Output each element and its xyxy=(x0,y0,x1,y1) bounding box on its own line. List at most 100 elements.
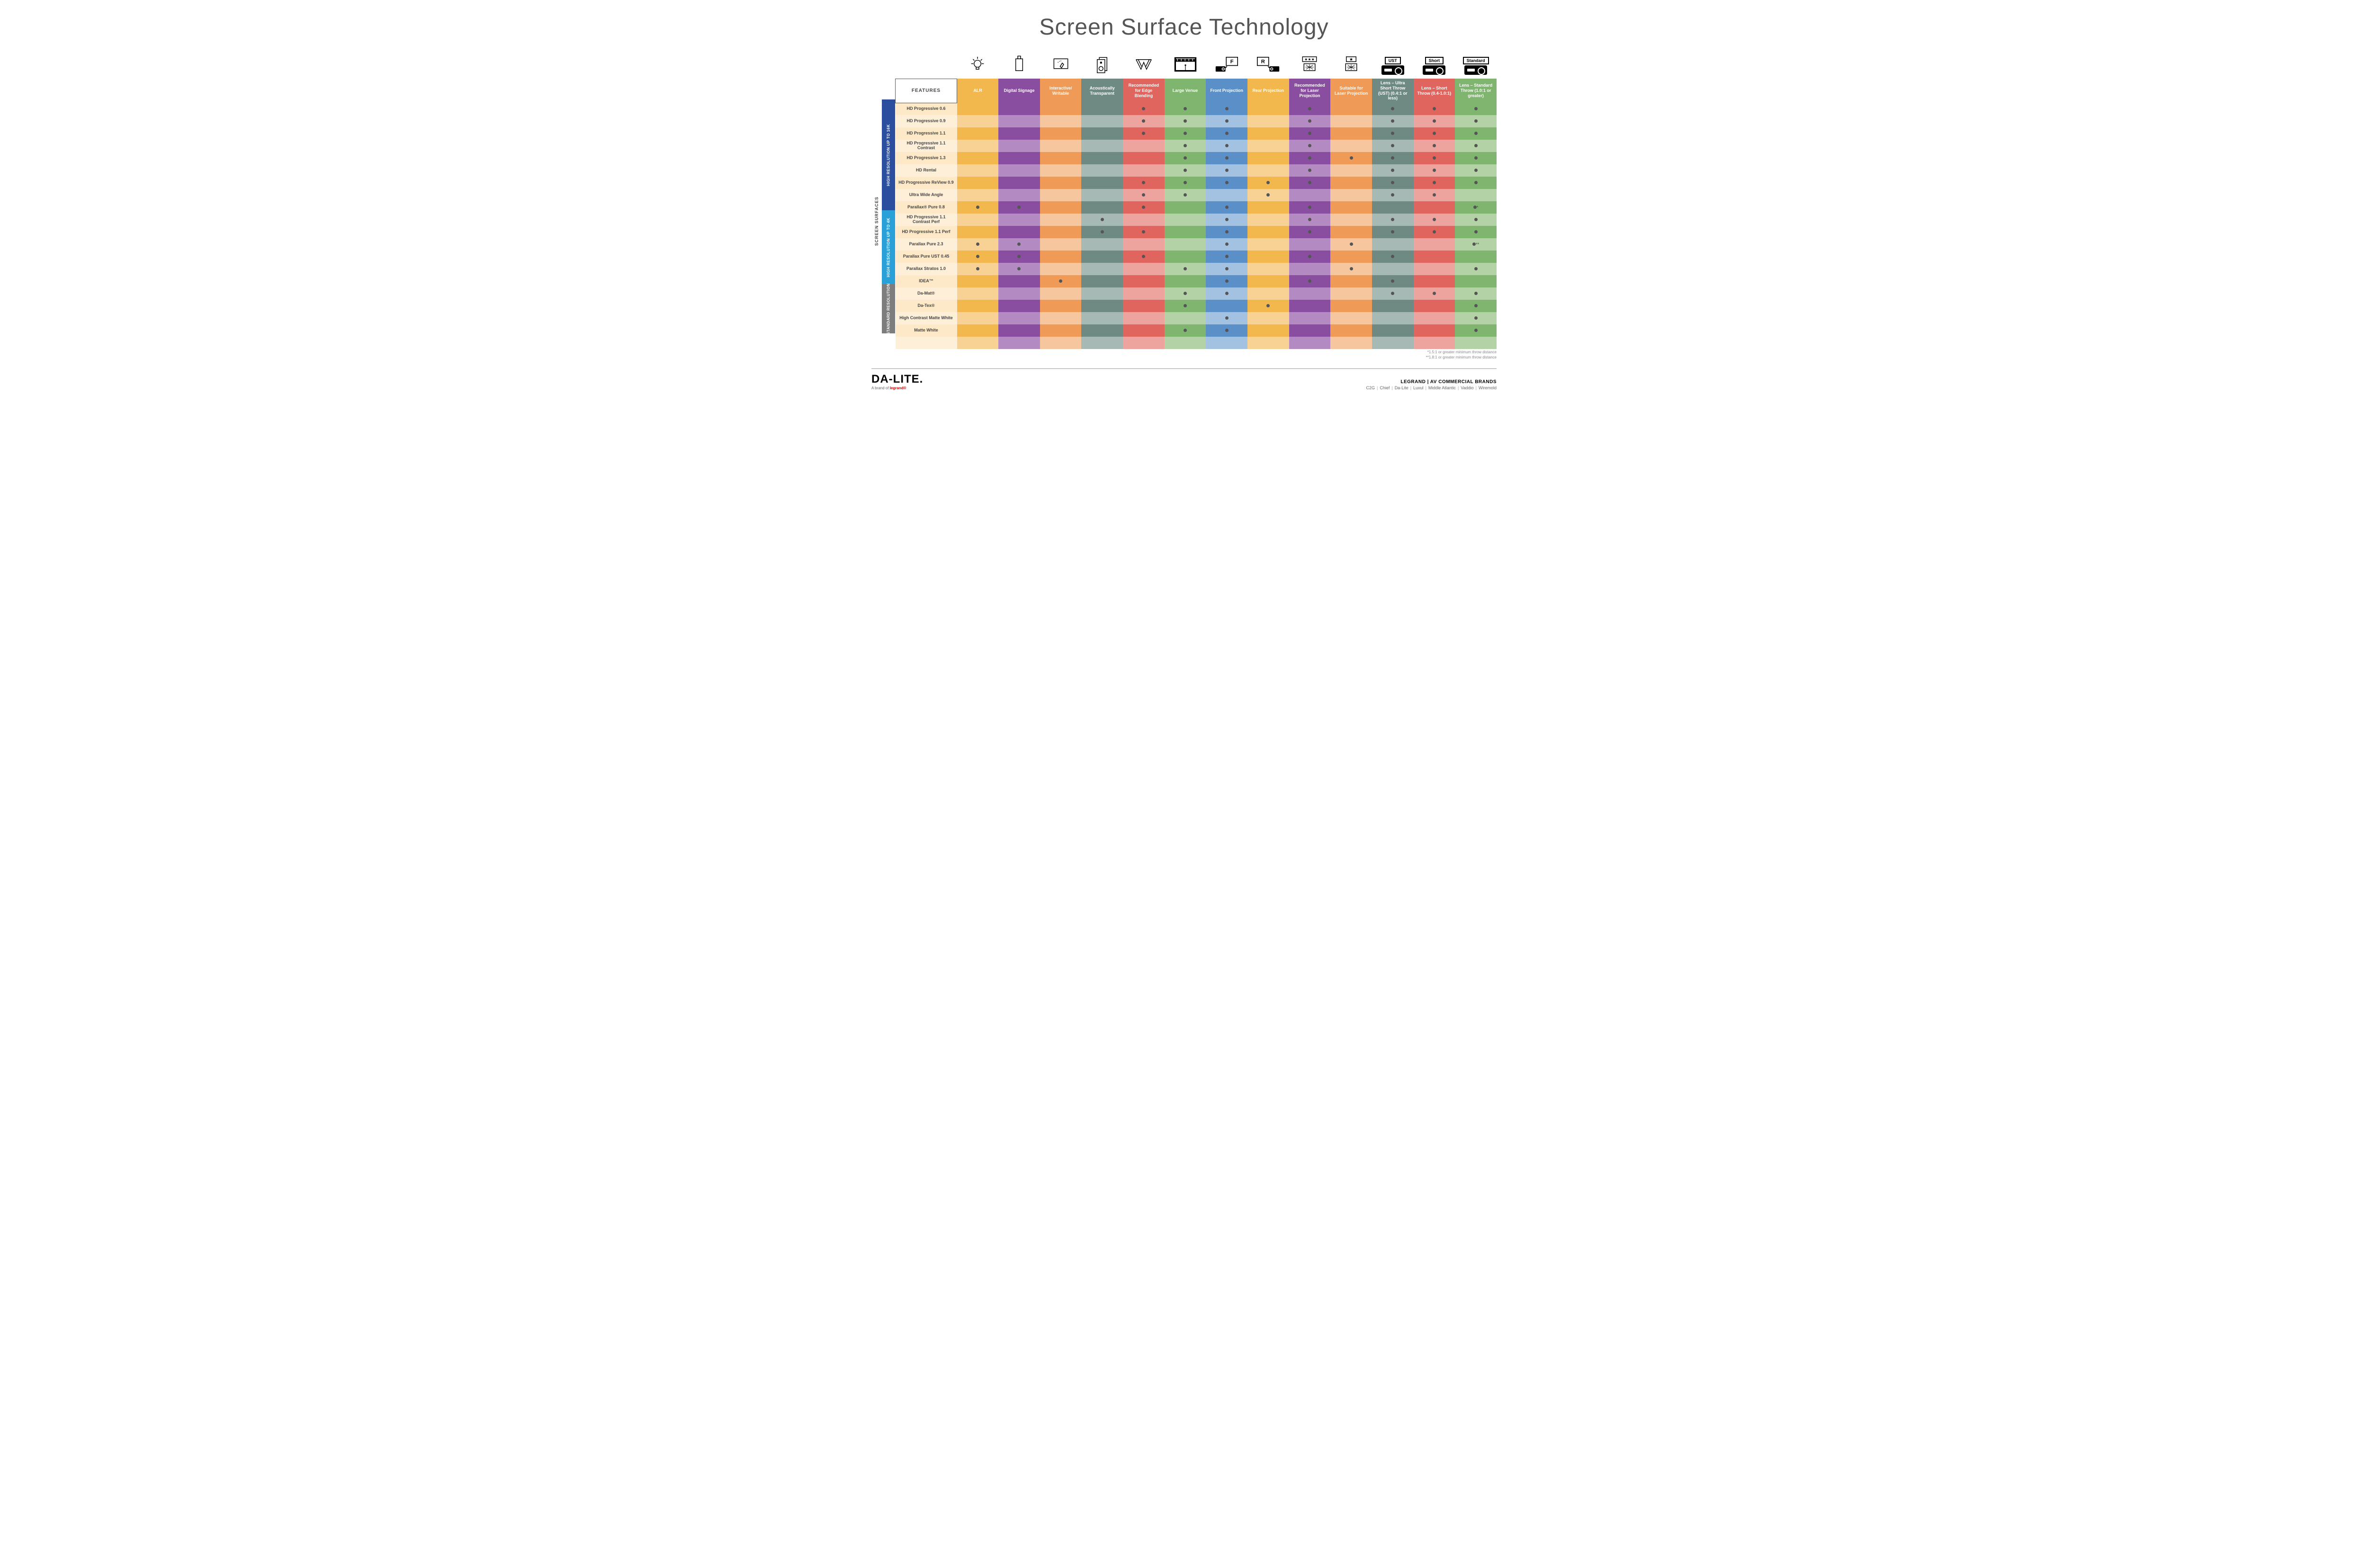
cell-suitlaser xyxy=(1330,324,1372,337)
col-header-std: Lens – Standard Throw (1.0:1 or greater) xyxy=(1455,79,1497,103)
brands-header: LEGRAND | AV COMMERCIAL BRANDS xyxy=(1366,379,1497,385)
cell-ust xyxy=(1372,287,1414,300)
cell-front xyxy=(1206,312,1247,324)
cell-ust xyxy=(1372,214,1414,226)
cell-suitlaser xyxy=(1330,152,1372,164)
cell-edge xyxy=(1123,189,1165,201)
cell-writable xyxy=(1040,251,1082,263)
cell-large xyxy=(1165,177,1206,189)
svg-text:R: R xyxy=(1261,59,1265,64)
cell-front xyxy=(1206,189,1247,201)
row-name: Parallax Pure UST 0.45 xyxy=(896,251,957,263)
cell-signage xyxy=(998,251,1040,263)
cell-edge xyxy=(1123,287,1165,300)
cell-acoustic xyxy=(1081,300,1123,312)
cell-front xyxy=(1206,152,1247,164)
cell-acoustic xyxy=(1081,263,1123,275)
cell-signage xyxy=(998,152,1040,164)
cell-suitlaser xyxy=(1330,287,1372,300)
cell-large xyxy=(1165,226,1206,238)
table-row: Parallax Pure UST 0.45 xyxy=(896,251,1497,263)
cell-signage xyxy=(998,177,1040,189)
cell-writable xyxy=(1040,164,1082,177)
large-icon xyxy=(1172,69,1199,77)
col-header-reclaser: Recommended for Laser Projection xyxy=(1289,79,1331,103)
cell-large xyxy=(1165,275,1206,287)
cell-ust xyxy=(1372,251,1414,263)
cell-std xyxy=(1455,287,1497,300)
table-row: Da-Mat® xyxy=(896,287,1497,300)
cell-reclaser xyxy=(1289,275,1331,287)
cell-short xyxy=(1414,300,1455,312)
cell-rear xyxy=(1247,287,1289,300)
cell-edge xyxy=(1123,238,1165,251)
col-header-short: Lens – Short Throw (0.4-1.0:1) xyxy=(1414,79,1455,103)
cell-alr xyxy=(957,115,999,127)
footer: DA-LITE. A brand of legrand® LEGRAND | A… xyxy=(871,368,1497,390)
cell-large xyxy=(1165,103,1206,115)
cell-rear xyxy=(1247,152,1289,164)
col-header-acoustic: Acoustically Transparent xyxy=(1081,79,1123,103)
cell-std xyxy=(1455,214,1497,226)
table-row: HD Progressive 1.1 xyxy=(896,127,1497,140)
cell-edge xyxy=(1123,324,1165,337)
cell-edge xyxy=(1123,115,1165,127)
row-name: HD Progressive 1.1 Contrast xyxy=(896,140,957,152)
cell-std xyxy=(1455,263,1497,275)
projector-short-icon: Short xyxy=(1423,57,1445,75)
cell-front xyxy=(1206,127,1247,140)
cell-rear xyxy=(1247,201,1289,214)
table-row: HD Progressive 1.1 Contrast xyxy=(896,140,1497,152)
cell-suitlaser xyxy=(1330,275,1372,287)
cell-suitlaser xyxy=(1330,201,1372,214)
cell-acoustic xyxy=(1081,189,1123,201)
cell-reclaser xyxy=(1289,177,1331,189)
cell-suitlaser xyxy=(1330,164,1372,177)
cell-signage xyxy=(998,300,1040,312)
cell-reclaser xyxy=(1289,152,1331,164)
cell-ust xyxy=(1372,238,1414,251)
cell-edge xyxy=(1123,177,1165,189)
cell-suitlaser xyxy=(1330,115,1372,127)
cell-std xyxy=(1455,140,1497,152)
row-name: Parallax® Pure 0.8 xyxy=(896,201,957,214)
cell-signage xyxy=(998,140,1040,152)
cell-std xyxy=(1455,300,1497,312)
cell-front xyxy=(1206,103,1247,115)
cell-reclaser xyxy=(1289,226,1331,238)
cell-edge xyxy=(1123,312,1165,324)
cell-writable xyxy=(1040,201,1082,214)
cell-std xyxy=(1455,275,1497,287)
cell-signage xyxy=(998,115,1040,127)
col-header-suitlaser: Suitable for Laser Projection xyxy=(1330,79,1372,103)
table-row: HD Progressive 0.9 xyxy=(896,115,1497,127)
logo: DA-LITE. xyxy=(871,373,923,386)
cell-large xyxy=(1165,164,1206,177)
row-name: Da-Mat® xyxy=(896,287,957,300)
suitlaser-icon: ★ xyxy=(1341,69,1362,77)
edge-icon xyxy=(1133,69,1154,77)
cell-acoustic xyxy=(1081,115,1123,127)
cell-rear xyxy=(1247,214,1289,226)
row-name: Parallax Stratos 1.0 xyxy=(896,263,957,275)
cell-edge xyxy=(1123,214,1165,226)
cell-large xyxy=(1165,214,1206,226)
row-name: Parallax Pure 2.3 xyxy=(896,238,957,251)
cell-suitlaser xyxy=(1330,140,1372,152)
cell-ust xyxy=(1372,103,1414,115)
cell-acoustic xyxy=(1081,275,1123,287)
cell-short xyxy=(1414,152,1455,164)
row-name: HD Progressive 0.9 xyxy=(896,115,957,127)
cell-short xyxy=(1414,324,1455,337)
cell-short xyxy=(1414,312,1455,324)
cell-alr xyxy=(957,201,999,214)
cell-reclaser xyxy=(1289,214,1331,226)
cell-edge xyxy=(1123,127,1165,140)
cell-front xyxy=(1206,263,1247,275)
cell-reclaser xyxy=(1289,189,1331,201)
cell-front xyxy=(1206,300,1247,312)
cell-large xyxy=(1165,189,1206,201)
cell-alr xyxy=(957,152,999,164)
table-row: HD Progressive 0.6 xyxy=(896,103,1497,115)
reclaser-icon: ★★★ xyxy=(1299,69,1320,77)
